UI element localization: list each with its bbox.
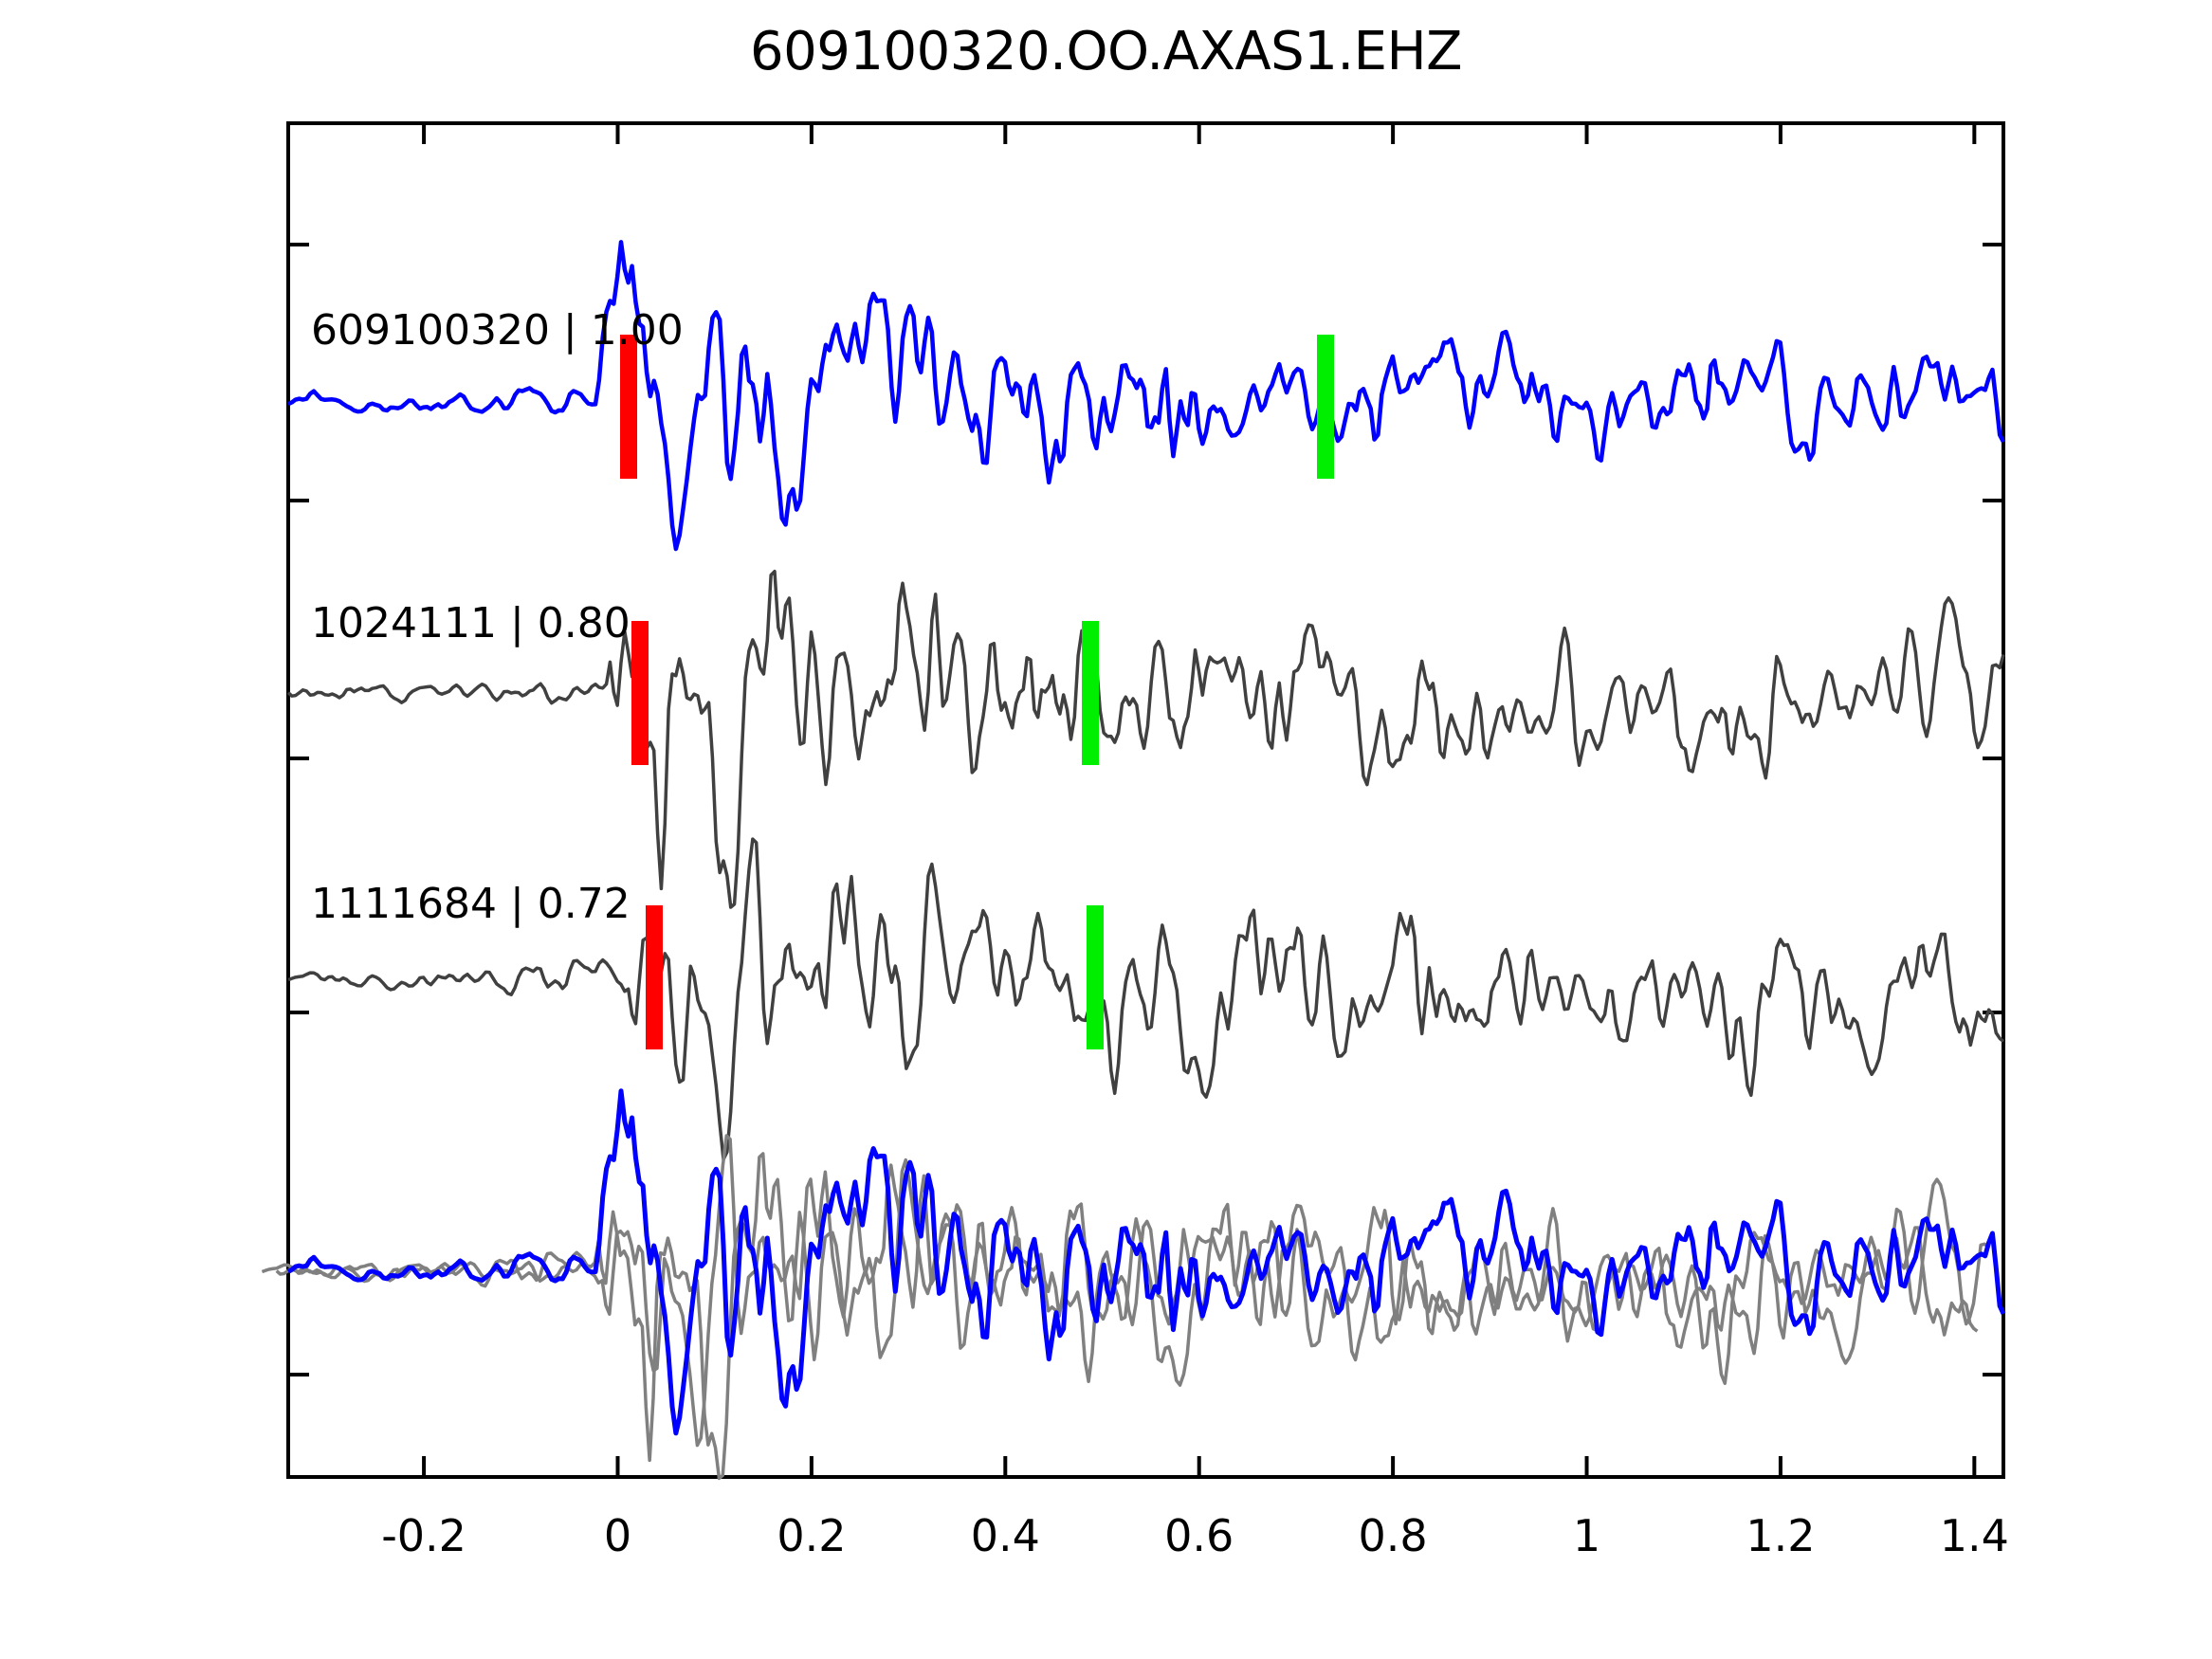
waveform-trace-1024111 (286, 569, 2005, 909)
overlay-trace-1024111 (275, 1152, 1994, 1481)
s-pick-marker-1024111 (1082, 621, 1099, 765)
x-tick-label: 1 (1573, 1510, 1600, 1561)
trace-label-609100320: 609100320 | 1.00 (311, 306, 684, 355)
x-tick-label: -0.2 (381, 1510, 466, 1561)
x-tick-label: 1.2 (1746, 1510, 1815, 1561)
x-tick-label: 0.8 (1359, 1510, 1428, 1561)
page-title: 609100320.OO.AXAS1.EHZ (750, 21, 1462, 82)
phase-pick-markers (620, 335, 1334, 1049)
overlay-trace-1111684 (261, 1134, 1979, 1448)
p-pick-marker-1024111 (631, 621, 649, 765)
p-pick-marker-1111684 (646, 905, 663, 1049)
overlay-trace-template (286, 1088, 2006, 1436)
trace-label-1024111: 1024111 | 0.80 (311, 599, 631, 647)
waveform-trace-609100320 (287, 240, 2005, 552)
axes-frame (286, 121, 2005, 1479)
x-tick-label: 0.2 (777, 1510, 846, 1561)
x-tick-label: 0 (604, 1510, 631, 1561)
x-tick-label: 0.4 (971, 1510, 1040, 1561)
x-axis-tick-labels: -0.2 0 0.2 0.4 0.6 0.8 1 1.2 1.4 (381, 1510, 2009, 1561)
trace-labels: 609100320 | 1.00 1024111 | 0.80 1111684 | … (311, 306, 684, 928)
x-tick-label: 0.6 (1164, 1510, 1234, 1561)
x-tick-label: 1.4 (1940, 1510, 2009, 1561)
x-axis-ticks (422, 123, 1977, 1477)
y-axis-ticks (288, 243, 2003, 1376)
s-pick-marker-609100320 (1317, 335, 1334, 479)
p-pick-marker-609100320 (620, 335, 637, 479)
trace-label-1111684: 1111684 | 0.72 (311, 880, 631, 928)
waveform-trace-1111684 (287, 837, 2005, 1161)
waveform-traces (261, 240, 2006, 1481)
s-pick-marker-1111684 (1087, 905, 1104, 1049)
